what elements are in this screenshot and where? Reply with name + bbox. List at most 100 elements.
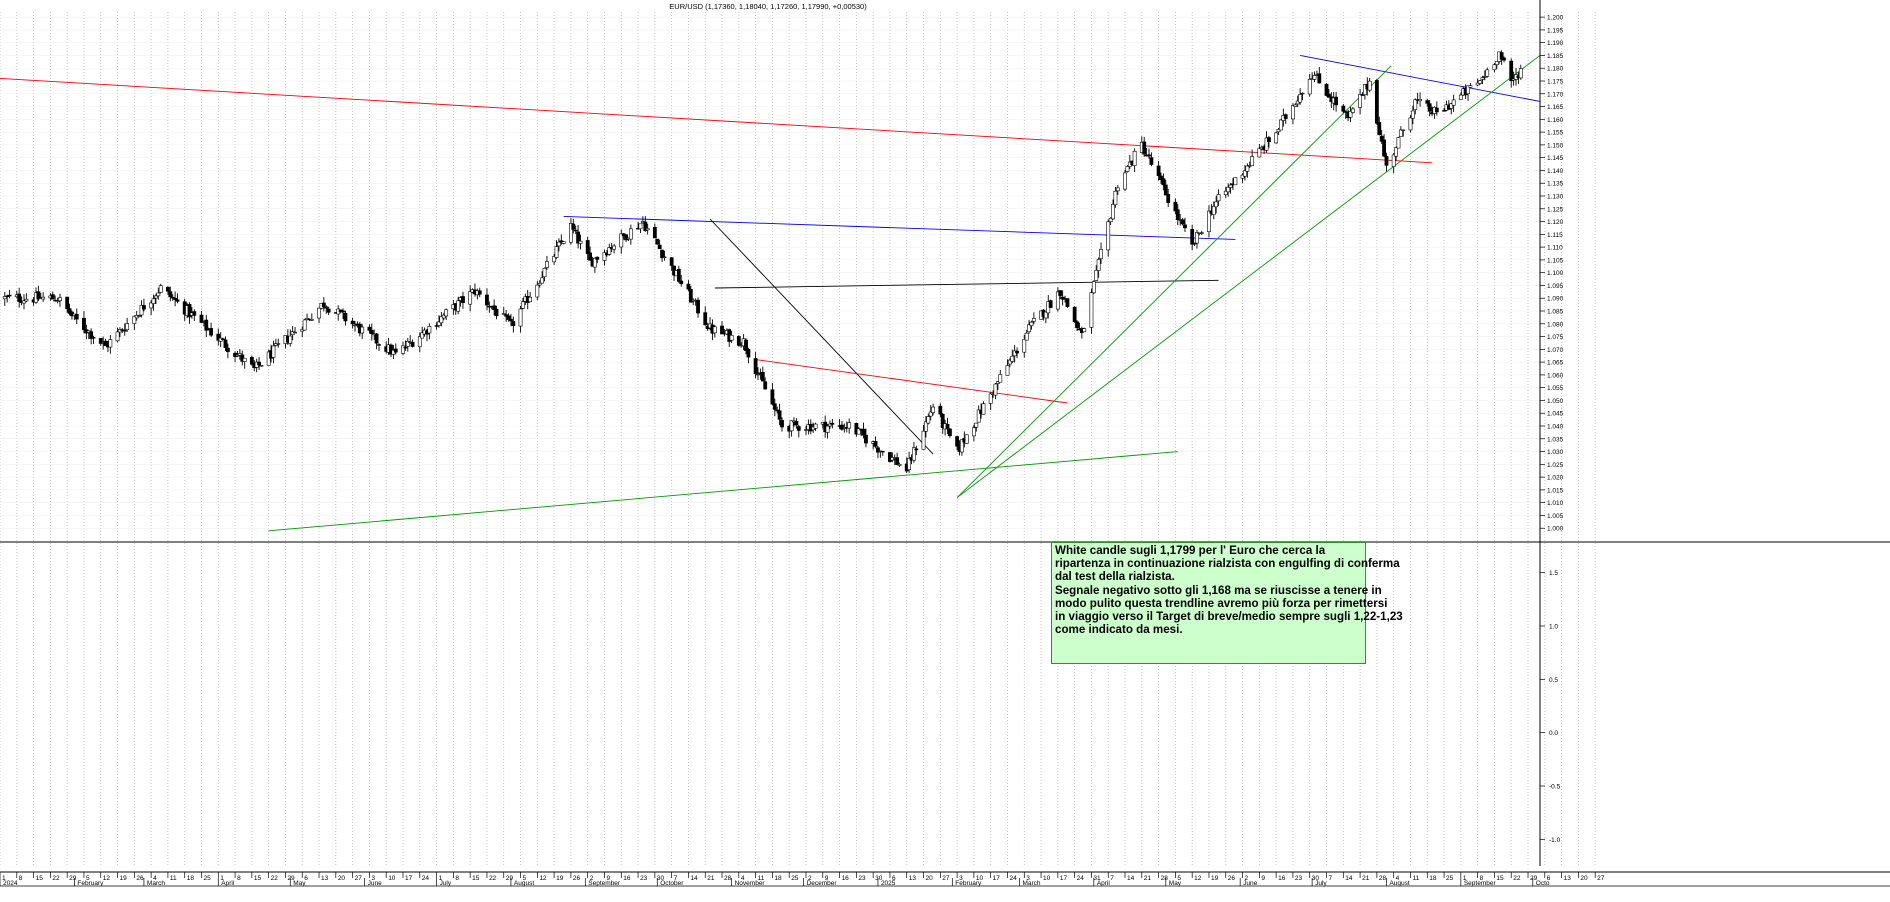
- candle-down: [703, 312, 708, 326]
- date-tick-label: 27: [355, 875, 363, 882]
- candle-down: [223, 339, 228, 348]
- candle-down: [1072, 306, 1077, 322]
- candle-down: [1173, 201, 1178, 212]
- candle-up: [1398, 129, 1403, 137]
- date-tick-label: 30: [875, 875, 883, 882]
- candle-up: [1298, 94, 1303, 103]
- candle-down: [257, 361, 261, 366]
- candle-up: [804, 429, 808, 431]
- candle-down: [1425, 100, 1430, 104]
- date-tick-label: 1: [439, 875, 443, 882]
- date-tick-label: 28: [1161, 875, 1169, 882]
- date-tick-label: 29: [506, 875, 514, 882]
- candle-up: [847, 422, 852, 429]
- candle-up: [1199, 232, 1204, 234]
- candle-down: [509, 318, 513, 322]
- candles: [2, 50, 1523, 474]
- candle-up: [1408, 117, 1413, 131]
- date-tick-label: 10: [976, 875, 984, 882]
- date-tick-label: 9: [606, 875, 610, 882]
- candle-up: [108, 339, 113, 348]
- candle-down: [65, 296, 70, 309]
- period-label: May: [1169, 880, 1182, 887]
- candle-down: [122, 330, 127, 332]
- candle-down: [571, 223, 576, 230]
- candle-up: [907, 457, 912, 470]
- candle-up: [602, 252, 607, 261]
- candle-up: [271, 345, 276, 358]
- candle-down: [1159, 175, 1163, 181]
- candle-up: [405, 341, 410, 347]
- candle-down: [1142, 141, 1147, 155]
- candle-up: [926, 416, 931, 424]
- period-label: July: [440, 880, 452, 887]
- candle-down: [940, 413, 945, 428]
- period-label: August: [514, 880, 534, 887]
- candle-up: [139, 305, 144, 316]
- candle-down: [225, 347, 230, 353]
- candle-up: [981, 403, 986, 415]
- date-tick-label: 26: [136, 875, 144, 882]
- period-label: September: [1464, 880, 1497, 887]
- date-tick-label: 21: [1362, 875, 1370, 882]
- period-label: August: [1389, 880, 1409, 887]
- date-tick-label: 14: [1345, 875, 1353, 882]
- candle-down: [374, 333, 379, 344]
- candle-up: [1024, 332, 1029, 341]
- candle-up: [998, 374, 1003, 383]
- date-tick-label: 15: [36, 875, 44, 882]
- candle-down: [1163, 184, 1168, 196]
- candle-up: [149, 302, 154, 309]
- oscillator-tick-label: 1.5: [1549, 570, 1558, 577]
- candle-down: [89, 331, 94, 339]
- price-tick-label: 1.165: [1547, 104, 1564, 111]
- candle-up: [1293, 104, 1298, 107]
- candle-down: [780, 420, 784, 428]
- date-tick-label: 6: [304, 875, 308, 882]
- candle-down: [830, 422, 835, 425]
- period-label: March: [1022, 880, 1040, 887]
- candle-down: [595, 256, 600, 260]
- price-tick-label: 1.035: [1547, 436, 1564, 443]
- candle-up: [276, 343, 281, 345]
- candle-down: [1327, 93, 1331, 98]
- candle-up: [628, 228, 633, 240]
- candle-up: [1396, 137, 1401, 149]
- period-label: June: [1243, 880, 1257, 887]
- candle-up: [360, 326, 365, 334]
- candle-down: [1382, 139, 1386, 157]
- candle-up: [1478, 80, 1482, 84]
- commentary-line: ripartenza in continuazione rialzista co…: [1055, 557, 1400, 571]
- candle-up: [1195, 232, 1199, 244]
- candle-up: [1012, 350, 1017, 357]
- price-tick-label: 1.065: [1547, 360, 1564, 367]
- candle-down: [173, 297, 178, 300]
- candle-down: [652, 226, 657, 239]
- candle-down: [350, 320, 355, 325]
- candle-up: [921, 430, 926, 450]
- candle-down: [377, 344, 381, 346]
- candle-down: [5, 295, 10, 298]
- date-tick-label: 1: [2, 875, 6, 882]
- candle-up: [1300, 92, 1305, 95]
- price-tick-label: 1.180: [1547, 66, 1564, 73]
- candle-up: [1307, 79, 1312, 95]
- date-tick-label: 28: [1379, 875, 1387, 882]
- candle-up: [813, 423, 818, 429]
- candle-up: [1216, 194, 1221, 202]
- candle-down: [1149, 157, 1154, 165]
- candle-up: [1043, 311, 1048, 319]
- candle-up: [437, 321, 441, 326]
- date-tick-label: 6: [892, 875, 896, 882]
- candle-up: [353, 324, 357, 327]
- price-tick-label: 1.185: [1547, 53, 1564, 60]
- candle-down: [1156, 165, 1161, 177]
- candle-down: [192, 311, 197, 316]
- commentary-line: modo pulito questa trendline avremo più …: [1055, 596, 1388, 610]
- candle-down: [1015, 350, 1019, 354]
- price-tick-label: 1.150: [1547, 142, 1564, 149]
- price-tick-label: 1.105: [1547, 257, 1564, 264]
- candle-up: [931, 406, 936, 413]
- candle-up: [1005, 365, 1010, 376]
- price-tick-label: 1.020: [1547, 475, 1564, 482]
